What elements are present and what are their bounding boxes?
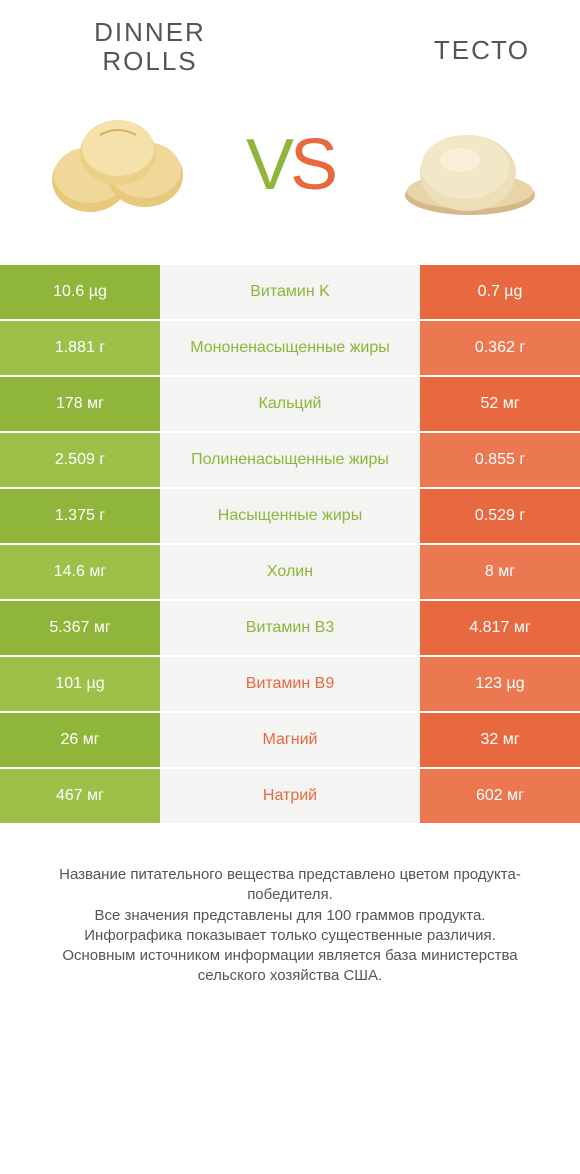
- right-value: 32 мг: [420, 713, 580, 767]
- right-product-title: ТЕСТО: [330, 18, 530, 65]
- right-value: 602 мг: [420, 769, 580, 823]
- nutrient-label: Натрий: [160, 769, 420, 823]
- table-row: 101 µgВитамин B9123 µg: [0, 657, 580, 713]
- vs-s: S: [290, 125, 334, 205]
- comparison-table: 10.6 µgВитамин K0.7 µg1.881 гМононенасыщ…: [0, 265, 580, 825]
- table-row: 1.375 гНасыщенные жиры0.529 г: [0, 489, 580, 545]
- header: DINNERROLLS ТЕСТО: [0, 0, 580, 75]
- table-row: 178 мгКальций52 мг: [0, 377, 580, 433]
- left-value: 1.375 г: [0, 489, 160, 543]
- nutrient-label: Насыщенные жиры: [160, 489, 420, 543]
- right-value: 0.362 г: [420, 321, 580, 375]
- nutrient-label: Витамин K: [160, 265, 420, 319]
- table-row: 1.881 гМононенасыщенные жиры0.362 г: [0, 321, 580, 377]
- left-value: 467 мг: [0, 769, 160, 823]
- left-value: 101 µg: [0, 657, 160, 711]
- nutrient-label: Холин: [160, 545, 420, 599]
- left-product-title: DINNERROLLS: [50, 18, 250, 75]
- table-row: 2.509 гПолиненасыщенные жиры0.855 г: [0, 433, 580, 489]
- left-value: 10.6 µg: [0, 265, 160, 319]
- footer-line: Основным источником информации является …: [30, 946, 550, 987]
- footer-line: Инфографика показывает только существенн…: [30, 926, 550, 946]
- table-row: 467 мгНатрий602 мг: [0, 769, 580, 825]
- left-product-image: [30, 95, 200, 235]
- left-value: 178 мг: [0, 377, 160, 431]
- footer-line: Все значения представлены для 100 граммо…: [30, 906, 550, 926]
- footer-line: Название питательного вещества представл…: [30, 865, 550, 906]
- right-product-image: [380, 95, 550, 235]
- vs-label: VS: [246, 124, 334, 206]
- vs-v: V: [246, 125, 290, 205]
- right-value: 0.529 г: [420, 489, 580, 543]
- footer-notes: Название питательного вещества представл…: [0, 825, 580, 987]
- right-value: 52 мг: [420, 377, 580, 431]
- right-value: 4.817 мг: [420, 601, 580, 655]
- nutrient-label: Витамин B9: [160, 657, 420, 711]
- nutrient-label: Мононенасыщенные жиры: [160, 321, 420, 375]
- nutrient-label: Магний: [160, 713, 420, 767]
- left-value: 1.881 г: [0, 321, 160, 375]
- table-row: 26 мгМагний32 мг: [0, 713, 580, 769]
- left-value: 14.6 мг: [0, 545, 160, 599]
- right-value: 0.855 г: [420, 433, 580, 487]
- left-value: 26 мг: [0, 713, 160, 767]
- right-value: 8 мг: [420, 545, 580, 599]
- table-row: 14.6 мгХолин8 мг: [0, 545, 580, 601]
- right-value: 0.7 µg: [420, 265, 580, 319]
- right-value: 123 µg: [420, 657, 580, 711]
- nutrient-label: Кальций: [160, 377, 420, 431]
- table-row: 5.367 мгВитамин B34.817 мг: [0, 601, 580, 657]
- left-value: 5.367 мг: [0, 601, 160, 655]
- table-row: 10.6 µgВитамин K0.7 µg: [0, 265, 580, 321]
- left-value: 2.509 г: [0, 433, 160, 487]
- nutrient-label: Полиненасыщенные жиры: [160, 433, 420, 487]
- images-row: VS: [0, 75, 580, 265]
- nutrient-label: Витамин B3: [160, 601, 420, 655]
